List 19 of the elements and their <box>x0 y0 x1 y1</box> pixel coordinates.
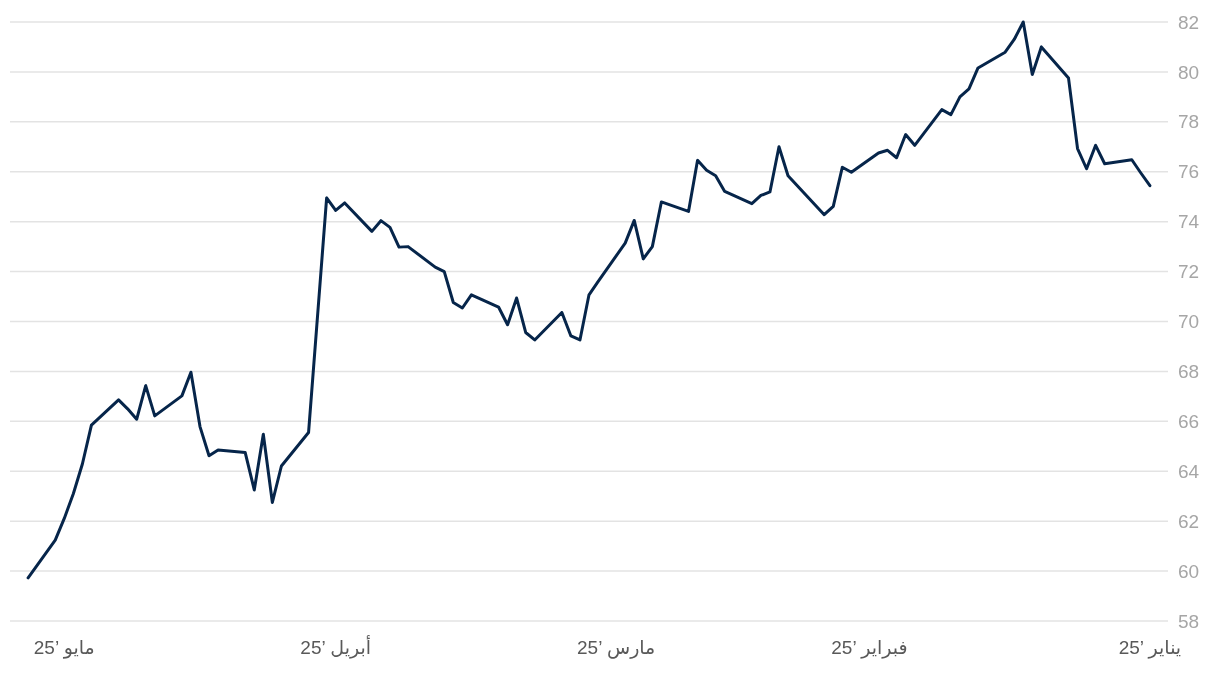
y-tick-label: 82 <box>1178 11 1200 33</box>
y-tick-label: 70 <box>1178 311 1200 333</box>
y-tick-label: 68 <box>1178 361 1200 383</box>
y-tick-label: 62 <box>1178 510 1200 532</box>
y-tick-label: 72 <box>1178 261 1200 283</box>
x-tick-label: مارس ’25 <box>577 637 656 659</box>
x-tick-label: فبراير ’25 <box>831 637 908 659</box>
y-tick-label: 80 <box>1178 61 1200 83</box>
line-series <box>26 20 1152 580</box>
x-tick-label: أبريل ’25 <box>300 635 372 659</box>
y-tick-label: 74 <box>1178 211 1200 233</box>
y-tick-label: 60 <box>1178 560 1200 582</box>
y-tick-label: 78 <box>1178 111 1200 133</box>
x-tick-label: يناير ’25 <box>1118 637 1182 659</box>
x-tick-label: مايو ’25 <box>33 637 95 659</box>
y-tick-label: 64 <box>1178 460 1200 482</box>
y-tick-label: 76 <box>1178 161 1200 183</box>
y-tick-label: 58 <box>1178 610 1200 632</box>
y-tick-label: 66 <box>1178 410 1200 432</box>
